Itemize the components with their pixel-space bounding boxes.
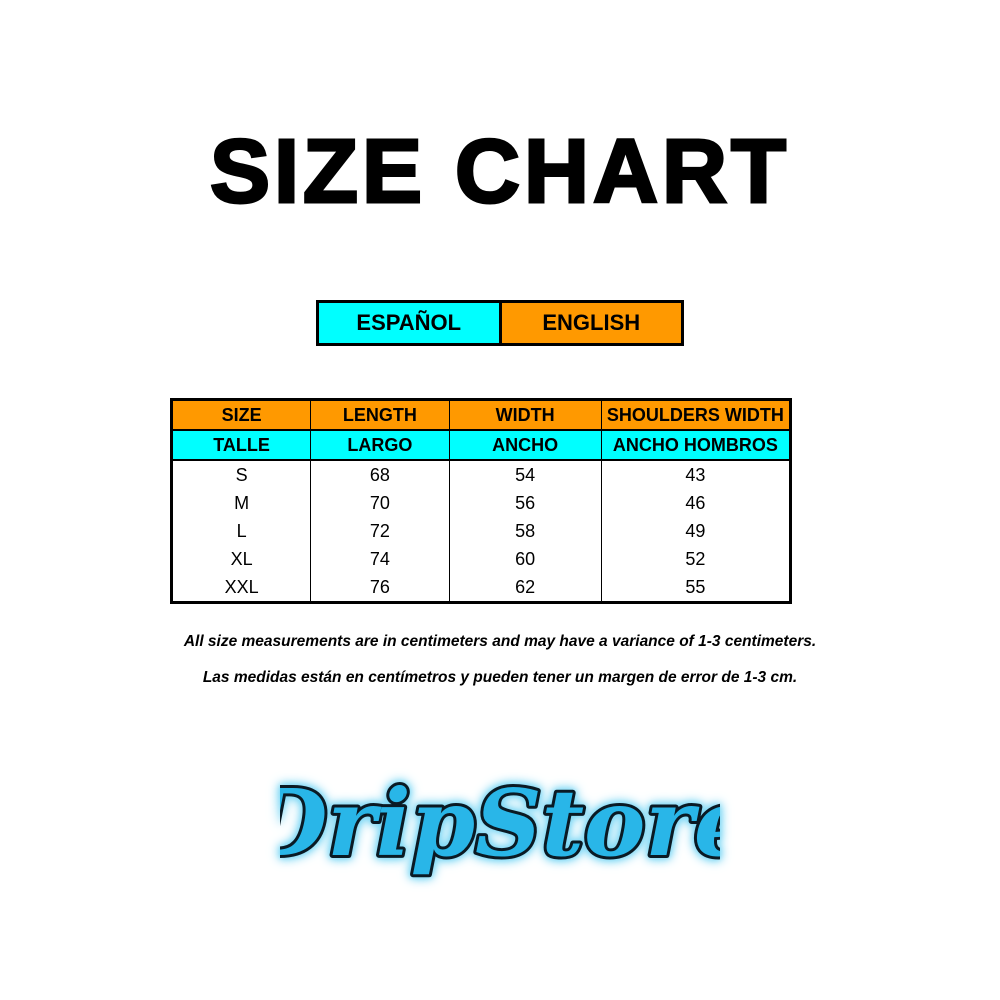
table-cell: 43 (600, 460, 791, 489)
table-cell: 76 (310, 573, 450, 603)
table-cell: L (236, 520, 247, 541)
header-cell: SHOULDERS WIDTH (600, 399, 791, 431)
size-table: SIZE LENGTH WIDTH SHOULDERS WIDTH TALLE … (170, 398, 792, 604)
header-cell: LENGTH (310, 399, 450, 431)
table-cell: 70 (310, 489, 450, 517)
table-cell: 68 (310, 460, 450, 489)
table-cell: 52 (600, 545, 791, 573)
table-cell: 55 (600, 573, 791, 603)
table-cell: XXL (224, 576, 259, 597)
table-row: M 70 56 46 (172, 489, 791, 517)
table-cell: 49 (600, 517, 791, 545)
header-row-spanish: TALLE LARGO ANCHO ANCHO HOMBROS (171, 430, 791, 461)
language-selector: ESPAÑOL ENGLISH (316, 300, 684, 346)
table-row: S 68 54 43 (172, 460, 791, 489)
header-cell: TALLE (171, 430, 311, 461)
table-cell: 56 (448, 489, 602, 517)
header-row-english: SIZE LENGTH WIDTH SHOULDERS WIDTH (171, 399, 791, 431)
table-cell: 62 (448, 573, 602, 603)
table-cell: M (234, 492, 250, 513)
header-cell: WIDTH (448, 399, 602, 431)
table-cell: 54 (448, 460, 602, 489)
table-cell: 74 (310, 545, 450, 573)
spanish-language-label: ESPAÑOL (319, 303, 502, 343)
logo-text: DripStore (280, 769, 720, 877)
table-row: XXL 76 62 55 (172, 573, 791, 603)
table-row: L 72 58 49 (172, 517, 791, 545)
table-row: XL 74 60 52 (172, 545, 791, 573)
dripstore-logo: DripStore (280, 766, 720, 880)
table-cell: 60 (448, 545, 602, 573)
table-cell: 72 (310, 517, 450, 545)
header-cell: SIZE (171, 399, 311, 431)
table-cell: XL (230, 548, 253, 569)
table-cell: 46 (600, 489, 791, 517)
header-cell: LARGO (310, 430, 450, 461)
header-cell: ANCHO HOMBROS (600, 430, 791, 461)
table-cell: S (235, 464, 248, 485)
note-spanish: Las medidas están en centímetros y puede… (202, 669, 798, 686)
note-english: All size measurements are in centimeters… (183, 633, 817, 650)
table-cell: 58 (448, 517, 602, 545)
header-cell: ANCHO (448, 430, 602, 461)
english-language-label: ENGLISH (501, 303, 681, 343)
page-title: SIZE CHART (209, 121, 790, 224)
